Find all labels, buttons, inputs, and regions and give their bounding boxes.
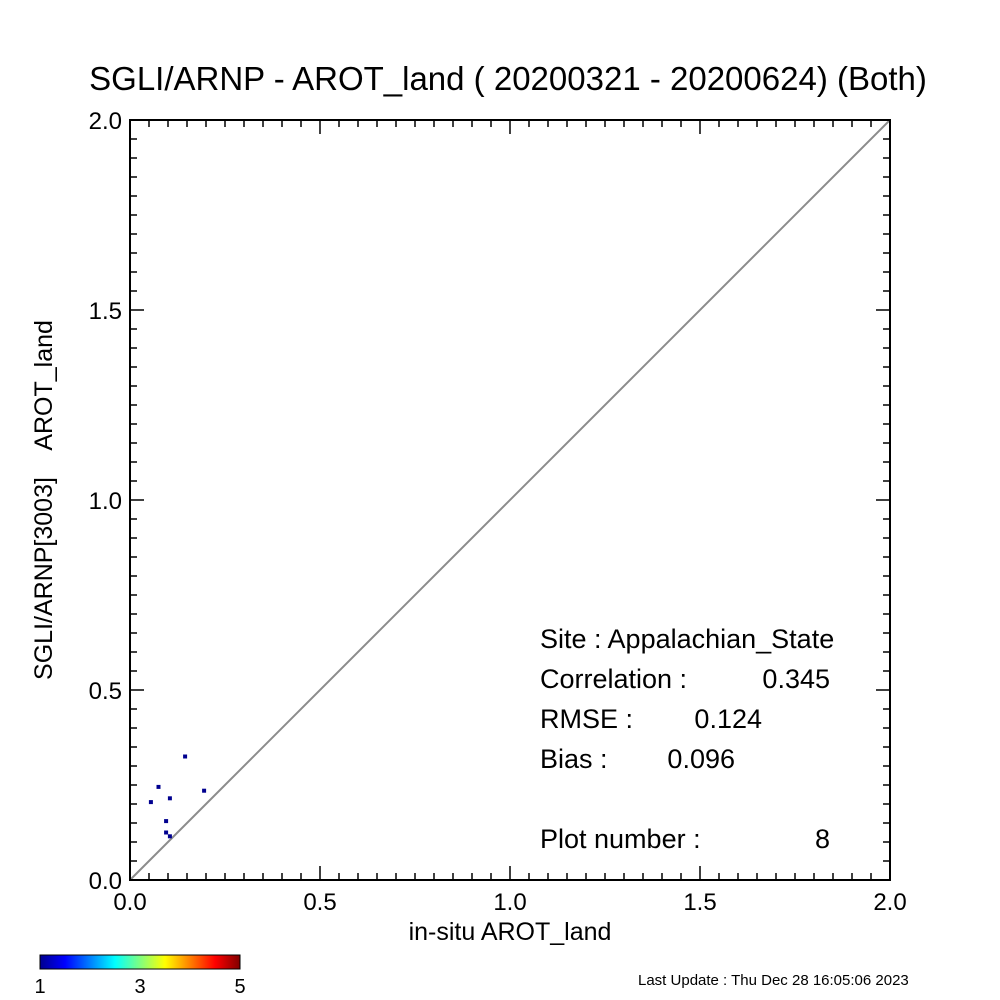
data-point [167, 834, 172, 839]
colorbar-tick-label: 5 [234, 976, 245, 998]
stats-panel: Site : Appalachian_State Correlation : 0… [540, 624, 834, 854]
y-tick-label: 2.0 [89, 108, 122, 135]
data-point [183, 754, 188, 759]
x-tick-label: 0.5 [303, 889, 336, 916]
x-tick-label: 1.0 [493, 889, 526, 916]
x-tick-label: 1.5 [683, 889, 716, 916]
y-tick-label: 1.5 [89, 298, 122, 325]
rmse-label: RMSE : [540, 704, 633, 734]
data-point [167, 796, 172, 801]
colorbar [39, 954, 241, 970]
x-tick-label: 0.0 [113, 889, 146, 916]
data-point [164, 819, 169, 824]
colorbar-tick-label: 3 [134, 976, 145, 998]
y-axis-title: SGLI/ARNP[3003] AROT_land [30, 320, 58, 680]
bias-value: 0.096 [667, 744, 735, 774]
rmse-value: 0.124 [694, 704, 762, 734]
data-point [164, 830, 169, 835]
last-update-text: Last Update : Thu Dec 28 16:05:06 2023 [638, 972, 909, 989]
data-point [148, 800, 153, 805]
data-points [148, 754, 207, 839]
x-tick-labels: 0.0 0.5 1.0 1.5 2.0 [113, 889, 906, 916]
colorbar-tick-label: 1 [34, 976, 45, 998]
y-tick-label: 0.0 [89, 868, 122, 895]
axis-ticks [129, 119, 891, 881]
plot-number-label: Plot number : [540, 824, 701, 854]
y-tick-labels: 0.0 0.5 1.0 1.5 2.0 [89, 108, 122, 895]
correlation-label: Correlation : [540, 664, 687, 694]
plot-frame [129, 119, 891, 881]
bias-label: Bias : [540, 744, 608, 774]
y-tick-label: 0.5 [89, 678, 122, 705]
chart-title: SGLI/ARNP - AROT_land ( 20200321 - 20200… [89, 60, 927, 97]
plot-number-value: 8 [815, 824, 830, 854]
correlation-value: 0.345 [762, 664, 830, 694]
site-label: Site : Appalachian_State [540, 624, 834, 654]
x-axis-title: in-situ AROT_land [409, 918, 612, 946]
data-point [156, 784, 161, 789]
y-tick-label: 1.0 [89, 488, 122, 515]
colorbar-labels: 1 3 5 [34, 976, 245, 998]
x-tick-label: 2.0 [873, 889, 906, 916]
data-point [202, 788, 207, 793]
identity-line [129, 119, 891, 881]
